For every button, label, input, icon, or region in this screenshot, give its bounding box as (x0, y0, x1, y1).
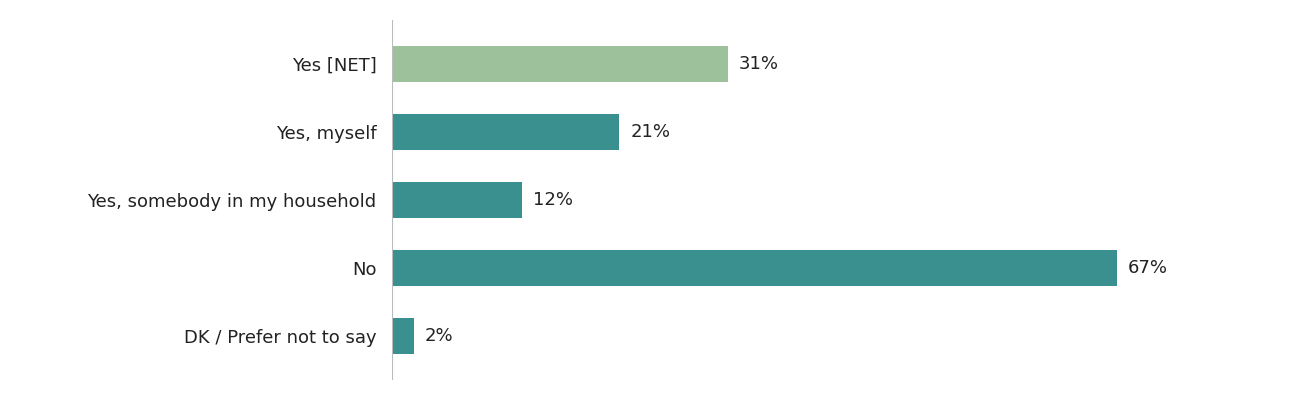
Text: 12%: 12% (532, 191, 573, 209)
Text: 31%: 31% (739, 55, 778, 73)
Bar (392, 46, 727, 82)
Bar (392, 182, 522, 218)
Text: 2%: 2% (425, 327, 454, 345)
Bar (392, 114, 620, 150)
Text: 21%: 21% (630, 123, 670, 141)
Bar (392, 250, 1117, 286)
Bar (392, 318, 415, 354)
Text: 67%: 67% (1127, 259, 1168, 277)
